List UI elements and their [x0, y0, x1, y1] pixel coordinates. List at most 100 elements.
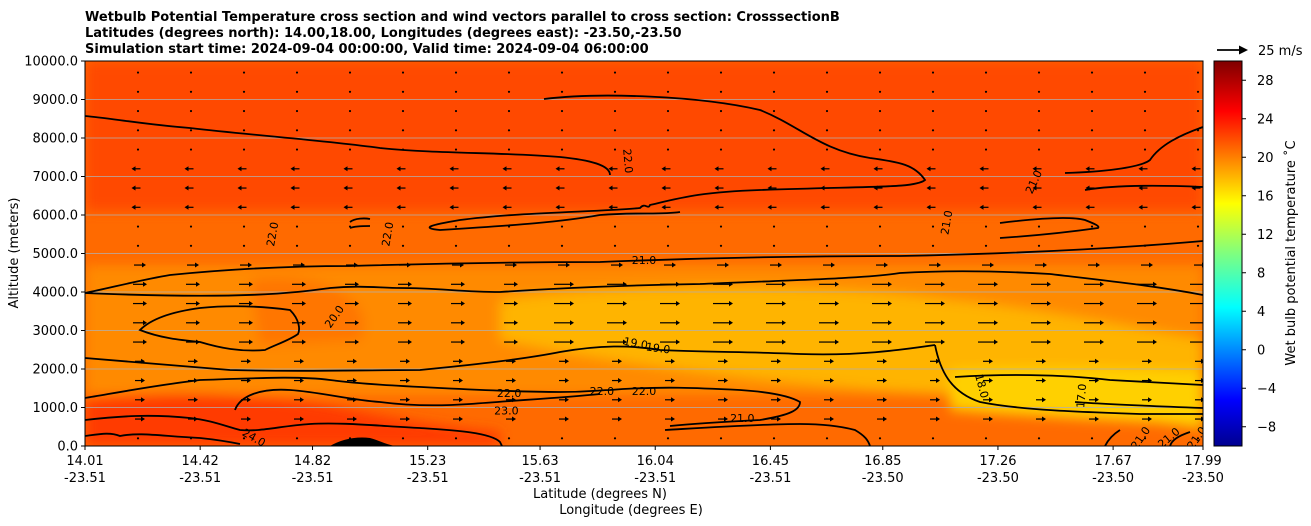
- colorbar: [1213, 60, 1243, 447]
- wind-vector: [507, 437, 511, 440]
- wind-vector-head: [355, 339, 359, 345]
- wind-vector: [878, 71, 882, 74]
- wind-vector: [984, 244, 988, 247]
- contour-label: 21.0: [730, 412, 755, 425]
- x-tick-label-lat: 17.26: [979, 454, 1016, 469]
- wind-vector-head: [459, 397, 463, 403]
- wind-vector: [189, 244, 193, 247]
- wind-vector: [1090, 109, 1094, 113]
- x-axis-label-lon: Longitude (degrees E): [559, 503, 703, 518]
- wind-vector-head: [782, 320, 786, 326]
- wind-vector-head: [1153, 320, 1157, 326]
- wind-vector-head: [777, 378, 781, 384]
- wind-vector: [348, 225, 352, 228]
- wind-vector: [1143, 109, 1147, 113]
- wind-vector: [560, 109, 564, 113]
- wind-vector: [878, 148, 882, 151]
- wind-vector-head: [343, 185, 348, 191]
- y-grid: [85, 61, 1203, 446]
- wind-vector: [719, 244, 723, 247]
- wind-vector: [1143, 148, 1147, 151]
- wind-vector-head: [406, 378, 410, 384]
- wind-vector: [348, 148, 352, 151]
- wind-vector-head: [566, 262, 570, 268]
- wind-vector: [295, 71, 299, 74]
- x-tick-label-lat: 15.63: [521, 454, 558, 469]
- contour-line: [954, 374, 1203, 386]
- wind-vector-head: [408, 301, 412, 307]
- contour-line: [1074, 401, 1203, 409]
- wind-vector: [984, 148, 988, 151]
- wind-vector-head: [406, 358, 410, 364]
- wind-vector-head: [618, 416, 622, 422]
- wind-vector-head: [459, 416, 463, 422]
- wind-vector-head: [671, 416, 675, 422]
- wind-vector-head: [565, 397, 569, 403]
- contour-line: [85, 270, 1203, 297]
- wind-vector: [1196, 437, 1200, 440]
- wind-vector-head: [936, 397, 940, 403]
- wind-vector-head: [873, 185, 878, 191]
- wind-vector-head: [461, 281, 465, 287]
- wind-vector: [719, 148, 723, 151]
- wind-vector-head: [835, 320, 839, 326]
- contour-line: [85, 240, 1203, 294]
- colorbar-label: Wet bulb potential temperature ˚C: [1283, 140, 1299, 365]
- wind-vector: [136, 148, 140, 151]
- wind-vector-head: [502, 166, 507, 172]
- wind-vector: [295, 90, 299, 93]
- wind-vector: [1196, 71, 1200, 74]
- wind-vector-head: [883, 378, 887, 384]
- colorbar-tick-label: −8: [1257, 420, 1276, 435]
- wind-vector: [931, 71, 935, 74]
- wind-vector-head: [194, 397, 198, 403]
- wind-vector: [507, 244, 511, 247]
- wind-vector-head: [570, 301, 574, 307]
- wind-vector-head: [396, 166, 401, 172]
- contour-label: 22.0: [620, 148, 635, 174]
- wind-vector-head: [888, 339, 892, 345]
- wind-vector-head: [1095, 416, 1099, 422]
- wind-vector: [242, 71, 246, 74]
- wind-vector-head: [396, 204, 401, 210]
- wind-vector-head: [676, 281, 680, 287]
- wind-vector-head: [406, 397, 410, 403]
- wind-vector: [1090, 437, 1094, 440]
- wind-vector-head: [936, 416, 940, 422]
- wind-vector: [1143, 437, 1147, 440]
- wind-vector: [136, 71, 140, 74]
- wind-vector-head: [676, 320, 680, 326]
- wind-vector-head: [724, 378, 728, 384]
- wind-vector: [189, 90, 193, 93]
- wind-vector-head: [623, 339, 627, 345]
- wind-vector: [136, 129, 140, 132]
- contour-line: [349, 217, 371, 229]
- wind-vector: [401, 225, 405, 228]
- wind-vector-head: [994, 339, 998, 345]
- wind-vector: [295, 129, 299, 132]
- contour-line: [234, 388, 601, 411]
- wind-vector-head: [354, 262, 358, 268]
- wind-vector: [189, 129, 193, 132]
- wind-vector-head: [1042, 416, 1046, 422]
- contour-line: [428, 94, 927, 231]
- wind-vector-head: [883, 416, 887, 422]
- wind-vector-head: [1095, 378, 1099, 384]
- wind-vector-head: [725, 262, 729, 268]
- wind-vector-head: [1095, 358, 1099, 364]
- colorbar-tick-label: 12: [1257, 228, 1274, 243]
- wind-vector-head: [888, 281, 892, 287]
- wind-vector: [984, 129, 988, 132]
- contour-label: 22.0: [264, 221, 281, 247]
- wind-vector-head: [1148, 416, 1152, 422]
- wind-vector: [1143, 71, 1147, 74]
- y-tick-label: 2000.0: [33, 363, 79, 378]
- wind-vector-head: [1206, 340, 1210, 345]
- wind-vector-head: [247, 397, 251, 403]
- quiver-key-label: 25 m/s: [1258, 44, 1303, 59]
- wind-vector-head: [1191, 166, 1196, 172]
- wind-vector-head: [883, 397, 887, 403]
- contour-label: 19.0: [645, 340, 671, 356]
- wind-vector-head: [248, 262, 252, 268]
- contour-lines: [85, 94, 1203, 446]
